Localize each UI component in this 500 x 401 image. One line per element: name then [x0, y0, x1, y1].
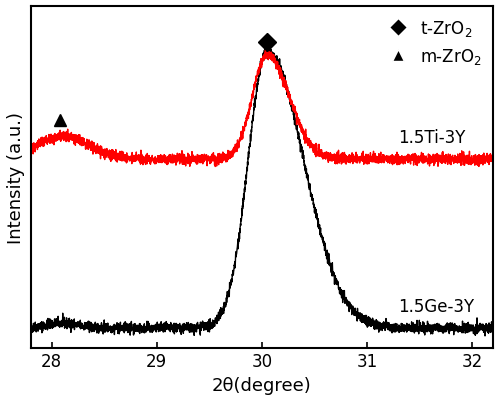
X-axis label: 2θ(degree): 2θ(degree) [212, 376, 312, 394]
Text: 1.5Ge-3Y: 1.5Ge-3Y [398, 298, 474, 315]
Y-axis label: Intensity (a.u.): Intensity (a.u.) [7, 111, 25, 243]
Legend: t-ZrO$_2$, m-ZrO$_2$: t-ZrO$_2$, m-ZrO$_2$ [378, 15, 484, 70]
Text: 1.5Ti-3Y: 1.5Ti-3Y [398, 129, 466, 146]
